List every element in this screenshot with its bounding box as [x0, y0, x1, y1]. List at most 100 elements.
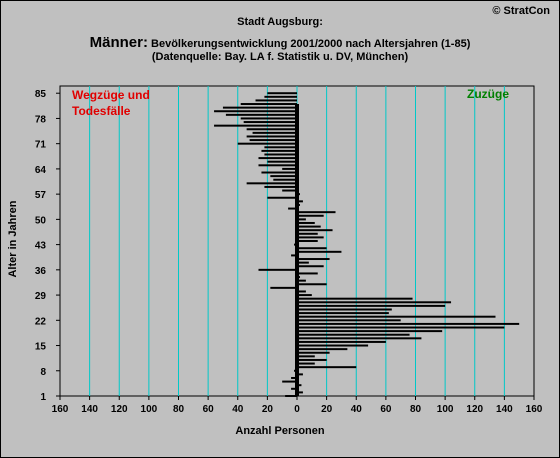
y-tick-label: 15 [35, 342, 47, 353]
bar [282, 167, 297, 170]
x-axis-label: Anzahl Personen [235, 425, 325, 437]
bar [297, 265, 324, 268]
y-tick-label: 8 [40, 367, 46, 378]
y-tick-label: 64 [35, 165, 47, 176]
y-tick-label: 85 [35, 89, 47, 100]
bar [261, 171, 297, 174]
bar [297, 200, 303, 203]
y-tick-label: 43 [35, 241, 47, 252]
bar [297, 348, 348, 351]
bar [297, 362, 315, 365]
y-tick-label: 78 [35, 114, 47, 125]
bar [297, 312, 389, 315]
chart-title-line1: Stadt Augsburg: [237, 16, 323, 28]
bar [297, 351, 330, 354]
bar [246, 128, 297, 131]
bar [297, 279, 306, 282]
bar [297, 240, 318, 242]
x-tick-label: 40 [232, 404, 244, 415]
chart-title-big: Männer: [89, 34, 148, 51]
y-tick-label: 71 [35, 140, 47, 151]
bar [297, 355, 315, 358]
bar [297, 218, 306, 221]
bar [297, 225, 321, 228]
bar [297, 247, 327, 250]
bar [264, 153, 297, 156]
chart-title-rest: Bevölkerungsentwicklung 2001/2000 nach A… [147, 38, 471, 50]
bar [297, 315, 496, 318]
bar [297, 232, 318, 235]
bar [267, 160, 297, 163]
bar [264, 185, 297, 188]
bar [240, 103, 297, 106]
bar [297, 258, 330, 261]
x-tick-label: 40 [351, 404, 363, 415]
bar [297, 211, 336, 214]
bar [297, 250, 342, 253]
x-tick-label: 60 [203, 404, 215, 415]
bar [297, 337, 422, 340]
x-tick-label: 160 [52, 404, 69, 415]
bar [273, 178, 297, 181]
bar [297, 333, 410, 336]
bar [252, 131, 297, 134]
bar [297, 304, 446, 307]
bar [297, 272, 318, 275]
bar [297, 236, 324, 239]
bar [297, 301, 452, 304]
chart-subtitle: (Datenquelle: Bay. LA f. Statistik u. DV… [151, 51, 409, 63]
bar [261, 149, 297, 152]
zero-axis [295, 104, 299, 396]
bar [240, 117, 297, 120]
bar [297, 384, 302, 387]
bar [297, 344, 369, 347]
bar [297, 221, 315, 224]
bar [243, 121, 297, 124]
x-tick-label: 120 [111, 404, 128, 415]
bar [258, 164, 297, 167]
x-tick-label: 140 [496, 404, 513, 415]
bar [264, 95, 297, 98]
bar [270, 175, 297, 178]
bar [258, 268, 297, 271]
bar [297, 330, 443, 333]
outflow-label: Wegzüge und Todesfälle [72, 88, 150, 118]
bar [297, 322, 520, 325]
bar [246, 135, 297, 138]
y-tick-label: 29 [35, 291, 47, 302]
x-tick-label: 120 [466, 404, 483, 415]
bar [297, 391, 303, 394]
bar [291, 387, 297, 390]
x-tick-label: 100 [141, 404, 158, 415]
bar [237, 142, 297, 145]
bar [258, 157, 297, 160]
y-tick-label: 1 [40, 392, 46, 403]
bar [297, 326, 505, 329]
bar [297, 340, 386, 343]
bar [291, 376, 297, 379]
copyright: © StratCon [492, 5, 550, 17]
bar [297, 294, 312, 297]
y-tick-label: 57 [35, 190, 47, 201]
x-tick-label: 100 [437, 404, 454, 415]
bar [297, 214, 324, 217]
bar [282, 380, 297, 383]
bar [222, 106, 297, 109]
bar [225, 113, 297, 116]
x-tick-label: 80 [410, 404, 422, 415]
bar [285, 395, 297, 397]
bar [297, 308, 392, 311]
x-tick-label: 80 [173, 404, 185, 415]
y-tick-label: 50 [35, 215, 47, 226]
bar [270, 286, 297, 289]
bar [249, 139, 297, 142]
y-tick-label: 36 [35, 266, 47, 277]
x-tick-label: 140 [81, 404, 98, 415]
bar [297, 261, 309, 264]
bar [297, 366, 357, 369]
bar [264, 146, 297, 149]
bar [214, 110, 297, 113]
bar [267, 92, 297, 95]
bar [288, 207, 297, 210]
x-tick-label: 160 [526, 404, 543, 415]
